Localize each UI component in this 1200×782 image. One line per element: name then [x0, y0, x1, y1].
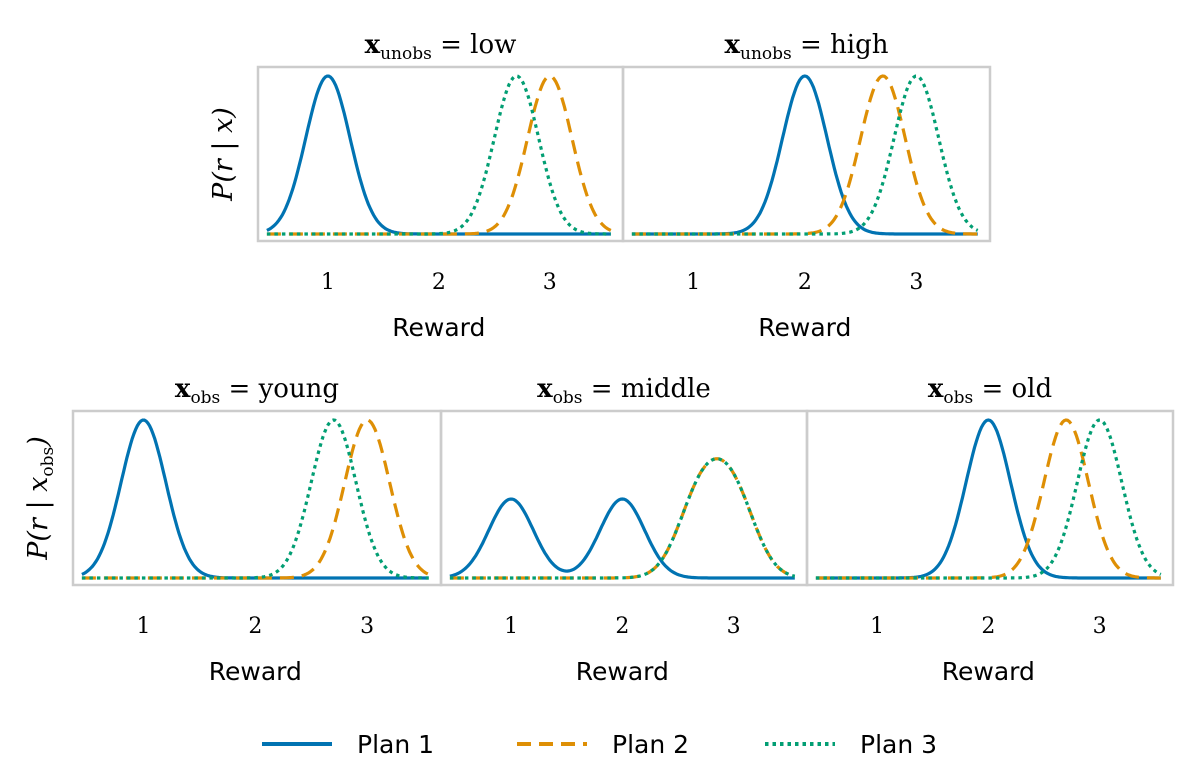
x-tick-label: 3	[1093, 614, 1107, 639]
axes-frame	[71, 409, 443, 587]
panel-high: xunobs = high 1 2 3 Reward	[621, 30, 992, 342]
panel-title: xobs = young	[175, 374, 339, 408]
panel-title: xunobs = high	[724, 30, 888, 64]
panel-title: xobs = middle	[537, 374, 711, 408]
series-plan-1	[815, 418, 1161, 580]
y-axis-label: P(r | xobs)	[23, 436, 58, 561]
x-tick-label: 3	[909, 270, 923, 295]
legend-label: Plan 2	[612, 730, 689, 759]
x-tick-label: 2	[432, 270, 446, 295]
series-plan-2	[266, 74, 612, 236]
x-axis-label: Reward	[576, 657, 669, 686]
panel-old: xobs = old 1 2 3 Reward	[805, 374, 1175, 686]
series-plan-1	[449, 497, 795, 580]
x-tick-label: 1	[136, 614, 150, 639]
x-tick-label: 2	[981, 614, 995, 639]
series-plan-2	[631, 74, 978, 236]
legend-label: Plan 1	[357, 730, 434, 759]
panel-title: xunobs = low	[365, 30, 517, 64]
x-tick-label: 1	[686, 270, 700, 295]
legend: Plan 1 Plan 2 Plan 3	[262, 730, 937, 759]
legend-label: Plan 3	[860, 730, 937, 759]
x-tick-label: 1	[321, 270, 335, 295]
x-axis-label: Reward	[209, 657, 302, 686]
x-tick-label: 1	[504, 614, 518, 639]
axes-frame	[621, 65, 992, 243]
legend-entry-plan-3: Plan 3	[765, 730, 937, 759]
legend-entry-plan-2: Plan 2	[517, 730, 689, 759]
series-plan-3	[631, 74, 979, 236]
series-plan-1	[631, 74, 978, 236]
series-plan-2	[81, 418, 430, 580]
x-tick-label: 2	[615, 614, 629, 639]
x-axis-label: Reward	[942, 657, 1035, 686]
legend-entry-plan-1: Plan 1	[262, 730, 434, 759]
series-plan-2	[449, 457, 796, 580]
series-plan-2	[815, 418, 1161, 580]
x-axis-label: Reward	[758, 313, 851, 342]
x-tick-label: 3	[727, 614, 741, 639]
panel-low: xunobs = low 1 2 3 Reward P(r | x)	[208, 30, 625, 342]
y-axis-label: P(r | x)	[208, 107, 239, 202]
series-plan-3	[81, 418, 429, 580]
series-plan-3	[815, 418, 1162, 580]
x-tick-label: 3	[543, 270, 557, 295]
series-plan-1	[266, 74, 611, 236]
x-tick-label: 2	[248, 614, 262, 639]
series-plan-3	[266, 74, 611, 236]
axes-frame	[805, 409, 1175, 587]
panel-title: xobs = old	[928, 374, 1052, 408]
panel-middle: xobs = middle 1 2 3 Reward	[439, 374, 809, 686]
x-tick-label: 3	[360, 614, 374, 639]
panel-young: xobs = young 1 2 3 Reward P(r | xobs)	[23, 374, 443, 686]
x-tick-label: 1	[870, 614, 884, 639]
x-tick-label: 2	[798, 270, 812, 295]
series-plan-3	[449, 457, 796, 580]
axes-frame	[256, 65, 625, 243]
x-axis-label: Reward	[392, 313, 485, 342]
